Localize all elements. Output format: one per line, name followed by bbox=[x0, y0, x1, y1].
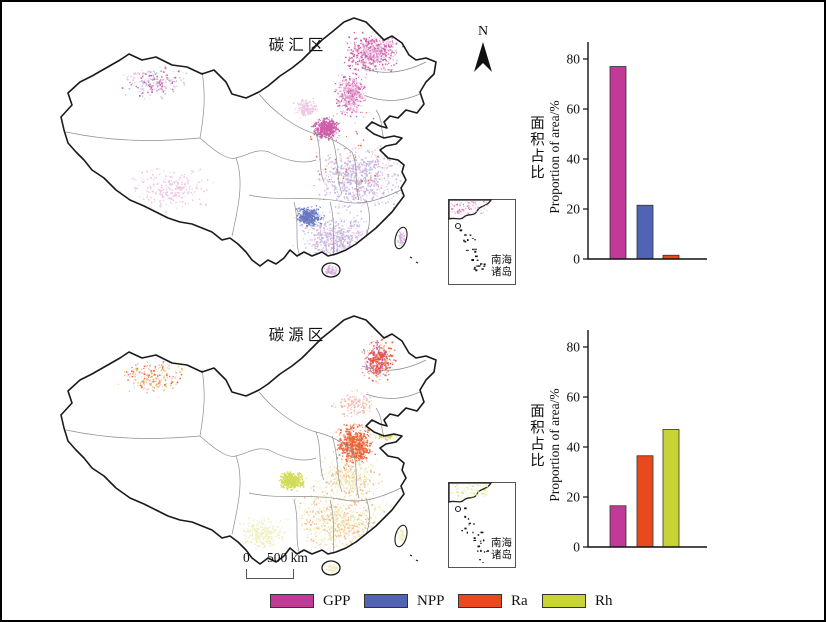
y-axis-label-cn-bottom: 面积占比 bbox=[528, 403, 544, 469]
province-borders bbox=[65, 61, 427, 257]
country-outline bbox=[60, 17, 437, 267]
map-speckles bbox=[120, 30, 414, 277]
bar-chart-carbon-sink: 0 20 40 60 80 bbox=[567, 42, 707, 267]
legend-label-gpp: GPP bbox=[323, 592, 351, 609]
china-map-carbon-sink bbox=[60, 17, 437, 278]
y-tick-label: 0 bbox=[573, 252, 580, 267]
y-tick-label: 80 bbox=[567, 52, 581, 67]
legend-item-npp: NPP bbox=[364, 592, 445, 610]
inset-label-line2: 诸岛 bbox=[491, 266, 512, 278]
scale-bar-distance: 500 km bbox=[267, 550, 308, 565]
map-title-carbon-source: 碳源区 bbox=[268, 327, 328, 344]
y-tick-label: 40 bbox=[567, 152, 581, 167]
y-tick-label: 20 bbox=[567, 202, 581, 217]
bar-chart-carbon-source: 0 20 40 60 80 bbox=[567, 330, 707, 555]
north-arrow-icon bbox=[474, 42, 492, 72]
bar-gpp bbox=[609, 505, 627, 548]
bar-ra bbox=[636, 455, 654, 548]
bar-npp bbox=[636, 204, 654, 260]
inset-label: 南海 诸岛 bbox=[491, 254, 512, 279]
legend-label-ra: Ra bbox=[511, 592, 528, 609]
hainan-island bbox=[321, 262, 341, 278]
y-tick-label: 40 bbox=[567, 440, 581, 455]
legend-item-rh: Rh bbox=[542, 592, 613, 610]
scale-bar-start: 0 bbox=[243, 550, 250, 565]
inset-label: 南海 诸岛 bbox=[491, 537, 512, 562]
legend-swatch-gpp bbox=[270, 594, 314, 608]
china-map-carbon-source bbox=[60, 315, 437, 576]
bar-rh bbox=[662, 429, 680, 548]
y-tick-label: 20 bbox=[567, 490, 581, 505]
legend-swatch-rh bbox=[542, 594, 586, 608]
inset-map-icon bbox=[448, 199, 493, 272]
y-axis-label-en-top: Proportion of area/% bbox=[547, 100, 562, 214]
axes bbox=[587, 330, 707, 548]
y-axis-label-en-bottom: Proportion of area/% bbox=[547, 388, 562, 502]
bar-gpp bbox=[609, 66, 627, 260]
inset-label-line2: 诸岛 bbox=[491, 549, 512, 561]
inset-south-china-sea-top: 南海 诸岛 bbox=[448, 199, 516, 285]
inset-map-icon bbox=[448, 482, 493, 564]
y-tick-label: 60 bbox=[567, 102, 581, 117]
inset-label-line1: 南海 bbox=[491, 537, 512, 549]
map-speckles bbox=[117, 335, 406, 575]
province-borders bbox=[65, 359, 427, 555]
legend-label-npp: NPP bbox=[417, 592, 445, 609]
y-tick-label: 80 bbox=[567, 340, 581, 355]
y-tick-label: 60 bbox=[567, 390, 581, 405]
y-axis-ticks bbox=[583, 346, 588, 548]
map-title-carbon-sink: 碳汇区 bbox=[268, 37, 328, 54]
legend-swatch-ra bbox=[458, 594, 502, 608]
taiwan-island bbox=[394, 524, 408, 548]
north-label: N bbox=[477, 24, 489, 39]
taiwan-island bbox=[394, 226, 408, 250]
scale-bar-bracket bbox=[246, 569, 294, 579]
y-tick-label: 0 bbox=[573, 540, 580, 555]
y-axis-ticks bbox=[583, 58, 588, 260]
legend-item-ra: Ra bbox=[458, 592, 528, 610]
legend-label-rh: Rh bbox=[595, 592, 613, 609]
inset-label-line1: 南海 bbox=[491, 254, 512, 266]
axes bbox=[587, 42, 707, 260]
legend: GPP NPP Ra Rh bbox=[2, 592, 824, 614]
legend-item-gpp: GPP bbox=[270, 592, 351, 610]
north-arrow: N bbox=[470, 24, 496, 78]
y-axis-label-cn-top: 面积占比 bbox=[528, 115, 544, 181]
country-outline bbox=[60, 315, 437, 565]
legend-swatch-npp bbox=[364, 594, 408, 608]
inset-south-china-sea-bottom: 南海 诸岛 bbox=[448, 482, 516, 568]
hainan-island bbox=[321, 560, 341, 576]
scale-bar: 0 500 km bbox=[240, 550, 350, 584]
